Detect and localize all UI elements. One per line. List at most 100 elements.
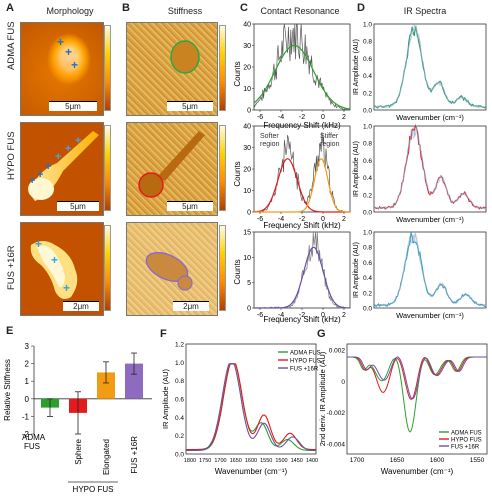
- contact-xlabel-mid: Frequency Shift (kHz): [263, 221, 341, 230]
- chartg-ytick-label: 0.002: [329, 348, 346, 355]
- contact-mid-ytick-label: 10: [243, 188, 251, 195]
- ir-frame-2: [373, 231, 487, 309]
- chartg-ylabel: 2nd deriv. IR Amplitude (AU): [318, 351, 327, 446]
- hist-top: [253, 23, 351, 111]
- ir-trace-0: [373, 24, 487, 109]
- chartf-xtick-label: 1600: [245, 458, 257, 464]
- ir-ylabel: IR Amplitude (AU): [353, 39, 360, 95]
- ir-ytick-label: 0.6: [363, 158, 372, 165]
- ir-ytick-label: 0.4: [363, 73, 372, 80]
- contact-mid-ytick-label: 0: [247, 210, 251, 217]
- stiffness-ytick-label: -1: [22, 412, 30, 421]
- ir-trace-0: [373, 24, 487, 109]
- colorbar-b3: [219, 225, 226, 311]
- chartg-xtick-label: 1650: [390, 457, 405, 464]
- contact-mid-xtick-label: -4: [278, 216, 284, 223]
- ir-ytick-label: 0.0: [363, 108, 372, 115]
- ir-trace-2: [373, 234, 487, 307]
- stiffness-map-adma: 5μm: [126, 22, 218, 116]
- ir-ytick-label: 0.2: [363, 290, 372, 297]
- panel-label-a: A: [6, 2, 14, 14]
- contact-bot-ytick-label: 15: [243, 230, 251, 237]
- group-label-hypo: HYPO FUS: [73, 485, 114, 494]
- chartf-ytick-label: 0.4: [175, 415, 184, 422]
- row-label-fus16r: FUS +16R: [6, 245, 17, 290]
- contact-mid-ytick-label: 40: [243, 124, 251, 131]
- contact-mid-xtick-label: -6: [257, 216, 263, 223]
- contact-bot-ytick-label: 5: [247, 280, 251, 287]
- contact-top-xtick-label: -6: [257, 114, 263, 121]
- ir-ytick-label: 0.2: [363, 192, 372, 199]
- contact-mid-xtick-label: 2: [342, 216, 346, 223]
- title-stiffness: Stiffness: [167, 6, 203, 16]
- chartg-series-line: [347, 356, 487, 433]
- chartg-xtick-label: 1600: [430, 457, 445, 464]
- ir-ytick-label: 0.6: [363, 56, 372, 63]
- ir-trace-1: [373, 123, 487, 210]
- contact-bot-ytick-label: 0: [247, 306, 251, 313]
- row-label-adma: ADMA FUS: [6, 21, 17, 70]
- chartg-series-line: [347, 356, 487, 400]
- second-derivative-chart: 0.002 0 -0.002 -0.004 1700 1650 1600 1550 2nd de…: [318, 343, 488, 476]
- contact-top-ytick-label: 30: [243, 43, 251, 50]
- stiffness-bar: [97, 372, 115, 399]
- contact-mid-xtick-label: -2: [299, 216, 305, 223]
- contact-ylabel-bot: Counts: [233, 259, 242, 284]
- chartg-ytick-label: 0: [341, 379, 345, 386]
- ir-spectra-plots: 1.0 0.8 0.6 0.4 0.2 0.0 IR Amplitude (AU) Waven…: [353, 22, 487, 320]
- contact-frame-bot: [253, 231, 351, 309]
- chartf-xtick-label: 1400: [306, 458, 318, 464]
- ir-ytick-label: 0.4: [363, 175, 372, 182]
- ir-trace-2: [373, 234, 487, 307]
- stiffness-map-hypo: 5μm: [126, 122, 218, 216]
- chartf-legend-label: ADMA FUS: [290, 351, 321, 357]
- chartg-ytick-label: -0.004: [327, 442, 346, 449]
- fit-bot: [254, 246, 351, 309]
- contact-top-xtick-label: -2: [299, 114, 305, 121]
- chartf-ytick-label: 0.0: [175, 452, 184, 459]
- panel-label-b: B: [122, 2, 130, 14]
- contact-bot-xtick-label: 2: [342, 312, 346, 319]
- chartf-xtick-label: 1650: [230, 458, 242, 464]
- title-morphology: Morphology: [46, 6, 94, 16]
- panel-label-d: D: [357, 2, 365, 14]
- chartg-legend-label: ADMA FUS: [451, 431, 482, 437]
- contact-top-xtick-label: 0: [321, 114, 325, 121]
- chartf-series-line: [186, 363, 316, 451]
- contact-xlabel-bot: Frequency Shift (kHz): [263, 315, 341, 324]
- ir-frame-1: [373, 125, 487, 213]
- chartg-frame: [346, 343, 488, 455]
- stiffness-ytick-label: 3: [25, 342, 30, 351]
- afm-morphology-fus16r: + + + 2μm: [20, 222, 104, 316]
- scale-bar-b3: 2μm: [173, 301, 209, 311]
- ir-ytick-label: 0.2: [363, 90, 372, 97]
- ir-xlabel: Wavenumber (cm⁻¹): [396, 113, 464, 122]
- colorbar-b2: [219, 125, 226, 211]
- hist-bot: [254, 231, 351, 309]
- ir-ytick-label: 1.0: [363, 124, 372, 131]
- fit-mid-orange: [254, 157, 350, 213]
- ir-trace-0: [373, 25, 487, 109]
- panel-label-f: F: [160, 328, 167, 340]
- chartf-xtick-label: 1500: [275, 458, 287, 464]
- contact-top-ytick-label: 0: [247, 108, 251, 115]
- ir-ytick-label: 1.0: [363, 22, 372, 29]
- chartg-xlabel: Wavenumber (cm⁻¹): [381, 467, 454, 476]
- title-contact-resonance: Contact Resonance: [260, 6, 340, 16]
- stiffness-ylabel: Relative Stiffness: [3, 359, 12, 421]
- category-label-elongated: Elongated: [102, 439, 111, 475]
- chartf-series-line: [186, 363, 316, 451]
- ir-ylabel: IR Amplitude (AU): [353, 242, 360, 298]
- chartf-xtick-label: 1750: [199, 458, 211, 464]
- ir-xlabel: Wavenumber (cm⁻¹): [396, 311, 464, 320]
- colorbar-a3: [104, 225, 111, 311]
- contact-mid-ytick-label: 30: [243, 145, 251, 152]
- scale-bar-a1: 5μm: [49, 101, 97, 111]
- scale-bar-b1: 5μm: [167, 101, 213, 111]
- ir-ytick-label: 0.0: [363, 306, 372, 313]
- scale-bar-a2: 5μm: [57, 201, 99, 211]
- afm-morphology-hypo: + + + + + + 5μm: [20, 122, 104, 216]
- ir-ytick-label: 0.4: [363, 275, 372, 282]
- stiffness-ytick-label: 2: [25, 360, 30, 369]
- chartg-legend-label: HYPO FUS: [451, 438, 482, 444]
